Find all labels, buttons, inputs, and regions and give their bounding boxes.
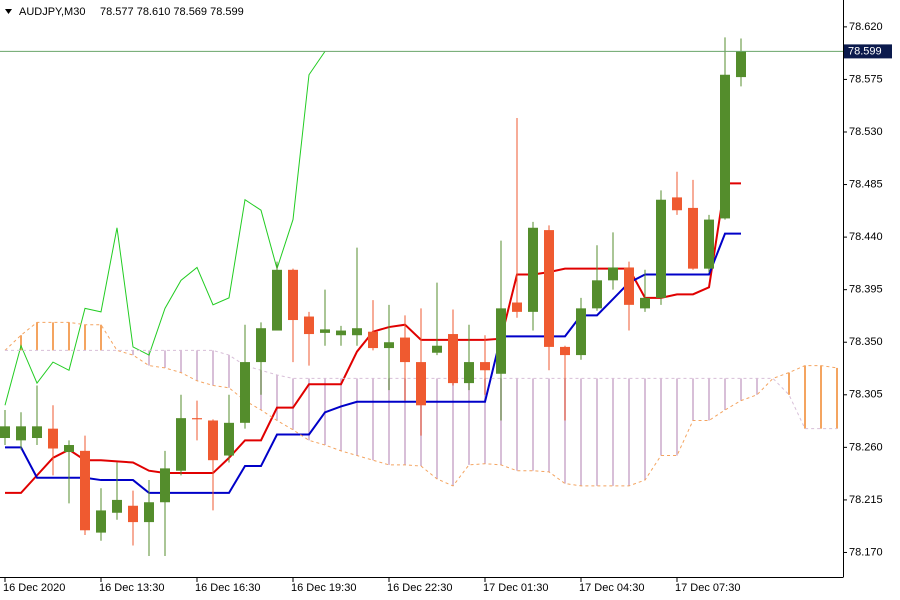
x-tick-label: 17 Dec 04:30 bbox=[579, 582, 644, 594]
candle-body bbox=[576, 308, 586, 356]
candle-body bbox=[288, 269, 298, 321]
candle-body bbox=[80, 450, 90, 531]
candle-body bbox=[704, 219, 714, 269]
candle-body bbox=[368, 331, 378, 349]
candle-body bbox=[448, 334, 458, 384]
candle-body bbox=[496, 308, 506, 374]
candle-body bbox=[64, 445, 74, 453]
indicator-line bbox=[4, 321, 838, 487]
y-tick-label: 78.215 bbox=[849, 494, 883, 506]
candle-body bbox=[656, 199, 666, 298]
candle-body bbox=[672, 197, 682, 211]
indicator-line bbox=[5, 232, 741, 494]
candle-body bbox=[720, 74, 730, 219]
x-tick-label: 17 Dec 07:30 bbox=[675, 582, 740, 594]
candle-body bbox=[160, 468, 170, 503]
y-tick-label: 78.620 bbox=[849, 21, 883, 33]
candle-body bbox=[272, 269, 282, 331]
candle-body bbox=[432, 345, 442, 353]
candle-body bbox=[256, 328, 266, 363]
candle-body bbox=[304, 316, 314, 335]
y-tick-label: 78.575 bbox=[849, 73, 883, 85]
candle-body bbox=[128, 505, 138, 523]
ohlc-readout: 78.577 78.610 78.569 78.599 bbox=[100, 6, 244, 18]
chart-title: AUDJPY,M30 bbox=[19, 6, 85, 18]
candle-body bbox=[192, 418, 202, 420]
candle-body bbox=[16, 426, 26, 441]
y-tick-label: 78.395 bbox=[849, 284, 883, 296]
candle-body bbox=[336, 330, 346, 336]
candle-body bbox=[144, 502, 154, 523]
candles bbox=[0, 37, 746, 556]
collapse-arrow bbox=[5, 9, 12, 14]
candle-body bbox=[560, 346, 570, 356]
y-tick-label: 78.260 bbox=[849, 441, 883, 453]
candle-body bbox=[32, 426, 42, 439]
y-tick-label: 78.350 bbox=[849, 336, 883, 348]
candle-body bbox=[528, 227, 538, 312]
y-tick-label: 78.305 bbox=[849, 389, 883, 401]
cloud bbox=[20, 322, 838, 486]
x-tick-label: 16 Dec 19:30 bbox=[291, 582, 356, 594]
candle-body bbox=[464, 362, 474, 384]
candle-body bbox=[0, 426, 10, 439]
candle-body bbox=[416, 362, 426, 406]
x-tick-label: 17 Dec 01:30 bbox=[483, 582, 548, 594]
candle-body bbox=[176, 418, 186, 471]
price-label-box bbox=[844, 44, 892, 59]
candle-body bbox=[736, 51, 746, 78]
x-tick-label: 16 Dec 16:30 bbox=[195, 582, 260, 594]
candle-body bbox=[208, 420, 218, 461]
candle-body bbox=[400, 337, 410, 363]
x-tick-label: 16 Dec 2020 bbox=[3, 582, 65, 594]
indicator-line bbox=[4, 51, 326, 406]
candle-body bbox=[96, 510, 106, 533]
x-tick-label: 16 Dec 13:30 bbox=[99, 582, 164, 594]
y-tick-label: 78.440 bbox=[849, 231, 883, 243]
y-tick-label: 78.170 bbox=[849, 546, 883, 558]
x-tick-label: 16 Dec 22:30 bbox=[387, 582, 452, 594]
y-tick-label: 78.485 bbox=[849, 178, 883, 190]
candle-body bbox=[688, 207, 698, 269]
candle-body bbox=[512, 302, 522, 312]
candle-body bbox=[640, 297, 650, 309]
price-label: 78.599 bbox=[848, 45, 882, 57]
candle-body bbox=[112, 499, 122, 513]
candle-body bbox=[480, 362, 490, 371]
candle-body bbox=[624, 267, 634, 305]
candle-body bbox=[544, 230, 554, 347]
candle-body bbox=[320, 329, 330, 333]
candle-body bbox=[384, 342, 394, 349]
candle-body bbox=[224, 422, 234, 456]
candle-body bbox=[352, 328, 362, 336]
candle-body bbox=[608, 267, 618, 281]
candle-body bbox=[48, 428, 58, 449]
y-tick-label: 78.530 bbox=[849, 126, 883, 138]
candle-body bbox=[592, 280, 602, 309]
candle-body bbox=[240, 362, 250, 423]
